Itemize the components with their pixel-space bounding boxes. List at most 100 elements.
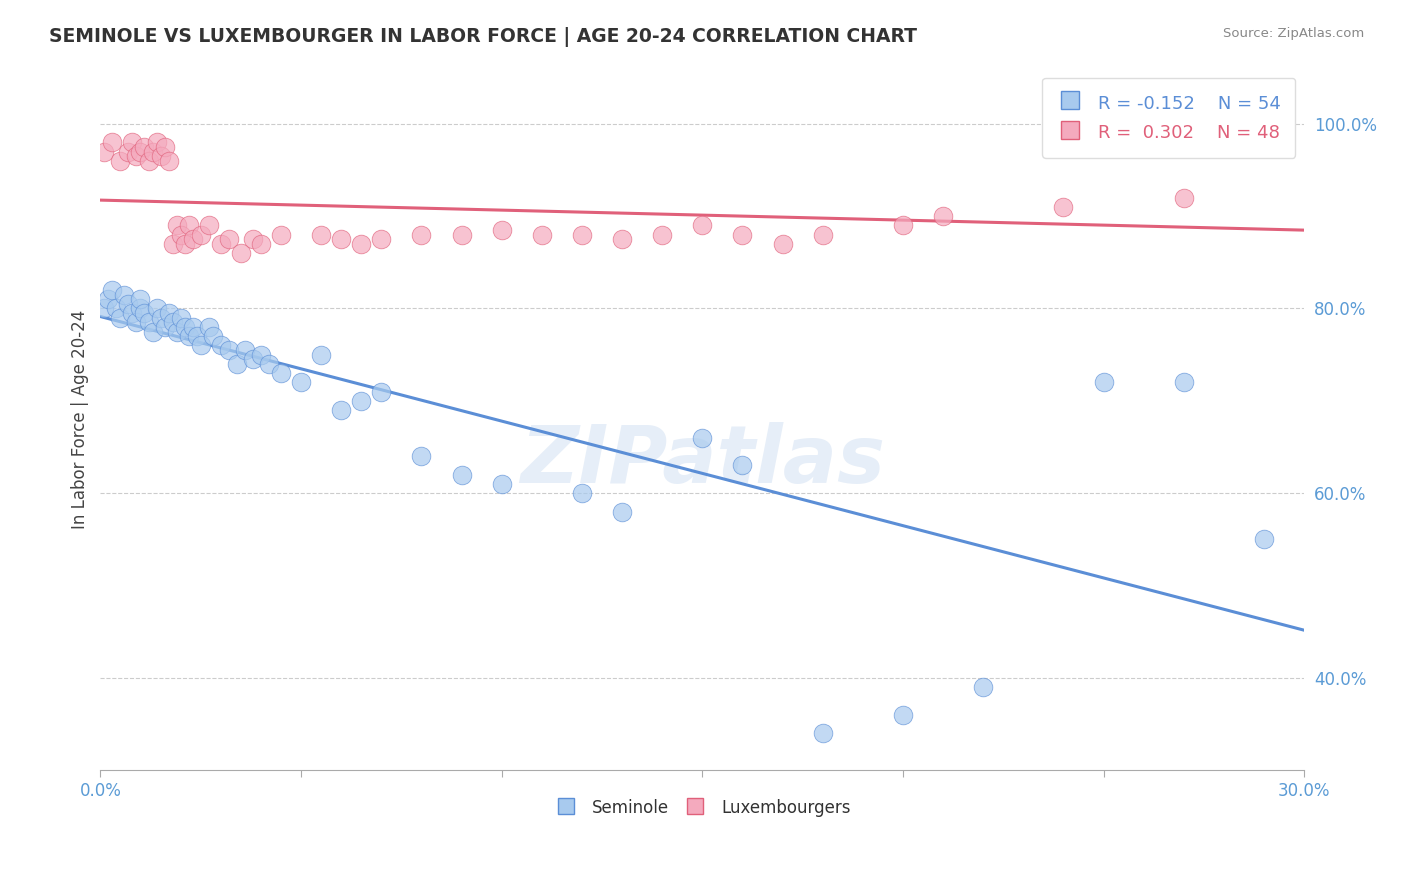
Point bbox=[690, 219, 713, 233]
Point bbox=[141, 325, 163, 339]
Point bbox=[218, 232, 240, 246]
Point bbox=[173, 320, 195, 334]
Point bbox=[153, 140, 176, 154]
Point bbox=[350, 393, 373, 408]
Point bbox=[134, 140, 156, 154]
Point bbox=[731, 227, 754, 242]
Point bbox=[209, 236, 232, 251]
Point bbox=[309, 227, 332, 242]
Point bbox=[181, 320, 204, 334]
Point bbox=[129, 293, 152, 307]
Point bbox=[129, 145, 152, 159]
Point bbox=[225, 357, 247, 371]
Point bbox=[125, 149, 148, 163]
Point bbox=[891, 219, 914, 233]
Point bbox=[197, 219, 219, 233]
Point bbox=[117, 145, 139, 159]
Point bbox=[370, 232, 392, 246]
Point bbox=[218, 343, 240, 357]
Point bbox=[134, 306, 156, 320]
Point bbox=[350, 236, 373, 251]
Point bbox=[121, 136, 143, 150]
Text: SEMINOLE VS LUXEMBOURGER IN LABOR FORCE | AGE 20-24 CORRELATION CHART: SEMINOLE VS LUXEMBOURGER IN LABOR FORCE … bbox=[49, 27, 917, 46]
Point bbox=[181, 232, 204, 246]
Point bbox=[138, 315, 160, 329]
Point bbox=[1092, 376, 1115, 390]
Legend: Seminole, Luxembourgers: Seminole, Luxembourgers bbox=[547, 791, 858, 825]
Point bbox=[110, 310, 132, 325]
Point bbox=[731, 458, 754, 473]
Point bbox=[651, 227, 673, 242]
Point bbox=[117, 297, 139, 311]
Point bbox=[112, 287, 135, 301]
Point bbox=[177, 329, 200, 343]
Point bbox=[690, 431, 713, 445]
Point bbox=[97, 293, 120, 307]
Point bbox=[290, 376, 312, 390]
Point bbox=[1173, 376, 1195, 390]
Point bbox=[149, 149, 172, 163]
Point bbox=[811, 726, 834, 740]
Point bbox=[1253, 533, 1275, 547]
Text: ZIPatlas: ZIPatlas bbox=[520, 422, 884, 500]
Point bbox=[1173, 191, 1195, 205]
Point bbox=[330, 403, 353, 417]
Text: Source: ZipAtlas.com: Source: ZipAtlas.com bbox=[1223, 27, 1364, 40]
Point bbox=[153, 320, 176, 334]
Point bbox=[162, 236, 184, 251]
Point bbox=[270, 366, 292, 380]
Point bbox=[610, 232, 633, 246]
Point bbox=[169, 227, 191, 242]
Point bbox=[121, 306, 143, 320]
Point bbox=[166, 325, 188, 339]
Point bbox=[491, 223, 513, 237]
Point bbox=[1052, 200, 1074, 214]
Point bbox=[972, 680, 994, 694]
Point bbox=[145, 136, 167, 150]
Point bbox=[309, 348, 332, 362]
Point bbox=[129, 301, 152, 316]
Point bbox=[162, 315, 184, 329]
Point bbox=[229, 246, 252, 260]
Point bbox=[101, 283, 124, 297]
Point bbox=[270, 227, 292, 242]
Point bbox=[166, 219, 188, 233]
Point bbox=[250, 236, 273, 251]
Point bbox=[141, 145, 163, 159]
Point bbox=[190, 338, 212, 352]
Point bbox=[138, 153, 160, 168]
Point bbox=[257, 357, 280, 371]
Point bbox=[186, 329, 208, 343]
Point bbox=[811, 227, 834, 242]
Point bbox=[197, 320, 219, 334]
Point bbox=[145, 301, 167, 316]
Point bbox=[201, 329, 224, 343]
Point bbox=[250, 348, 273, 362]
Point bbox=[93, 145, 115, 159]
Y-axis label: In Labor Force | Age 20-24: In Labor Force | Age 20-24 bbox=[72, 310, 89, 529]
Point bbox=[450, 467, 472, 482]
Point bbox=[190, 227, 212, 242]
Point bbox=[242, 352, 264, 367]
Point bbox=[571, 486, 593, 500]
Point bbox=[177, 219, 200, 233]
Point bbox=[157, 306, 180, 320]
Point bbox=[233, 343, 256, 357]
Point bbox=[411, 227, 433, 242]
Point bbox=[932, 209, 955, 223]
Point bbox=[491, 476, 513, 491]
Point bbox=[891, 707, 914, 722]
Point bbox=[173, 236, 195, 251]
Point bbox=[157, 153, 180, 168]
Point bbox=[169, 310, 191, 325]
Point bbox=[209, 338, 232, 352]
Point bbox=[125, 315, 148, 329]
Point bbox=[110, 153, 132, 168]
Point bbox=[772, 236, 794, 251]
Point bbox=[411, 449, 433, 463]
Point bbox=[330, 232, 353, 246]
Point bbox=[93, 301, 115, 316]
Point bbox=[105, 301, 128, 316]
Point bbox=[101, 136, 124, 150]
Point bbox=[610, 504, 633, 518]
